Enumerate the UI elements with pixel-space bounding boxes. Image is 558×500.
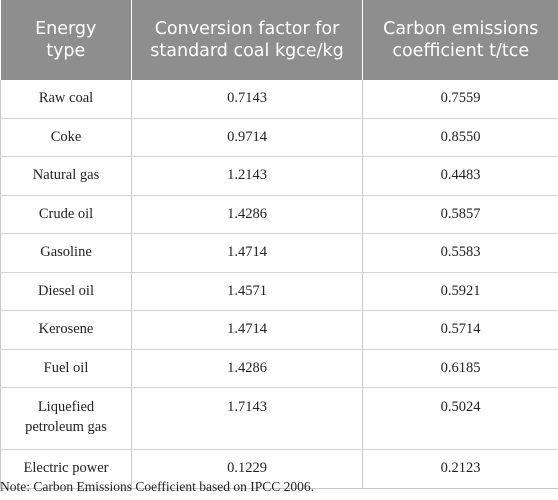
cell-emission-coefficient: 0.5583 (362, 233, 558, 273)
cell-conversion-factor: 1.4714 (131, 310, 363, 350)
cell-energy-type: Electric power (0, 449, 132, 489)
header-line: Conversion factor for (154, 19, 340, 39)
table-row: Kerosene 1.4714 0.5714 (0, 310, 558, 350)
cell-energy-type: Raw coal (0, 80, 132, 119)
cell-energy-type: Natural gas (0, 156, 132, 196)
table-body: Raw coal 0.7143 0.7559 Coke 0.9714 0.855… (0, 80, 558, 489)
cell-emission-coefficient: 0.7559 (362, 80, 558, 119)
table-row: Raw coal 0.7143 0.7559 (0, 80, 558, 119)
table-row: Gasoline 1.4714 0.5583 (0, 233, 558, 273)
table-row: Diesel oil 1.4571 0.5921 (0, 272, 558, 311)
cell-emission-coefficient: 0.5857 (362, 195, 558, 234)
cell-conversion-factor: 1.4286 (131, 195, 363, 234)
cell-emission-coefficient: 0.5714 (362, 310, 558, 350)
energy-conversion-table: Energy type Conversion factor for standa… (0, 0, 558, 489)
header-line: Energy (35, 19, 97, 39)
cell-emission-coefficient: 0.2123 (362, 449, 558, 489)
header-line: type (46, 41, 86, 61)
cell-conversion-factor: 1.7143 (131, 387, 363, 450)
cell-energy-type: Gasoline (0, 233, 132, 273)
cell-conversion-factor: 0.1229 (131, 449, 363, 489)
table-row: Coke 0.9714 0.8550 (0, 118, 558, 157)
cell-energy-type: Fuel oil (0, 349, 132, 388)
table-row: Liquefied petroleum gas 1.7143 0.5024 (0, 387, 558, 450)
cell-energy-type: Coke (0, 118, 132, 157)
table-row: Electric power 0.1229 0.2123 (0, 449, 558, 489)
cell-emission-coefficient: 0.4483 (362, 156, 558, 196)
table-row: Fuel oil 1.4286 0.6185 (0, 349, 558, 388)
cell-conversion-factor: 1.2143 (131, 156, 363, 196)
header-line: coefficient t/tce (392, 41, 530, 61)
cell-line: petroleum gas (25, 419, 107, 435)
header-conversion-factor: Conversion factor for standard coal kgce… (131, 0, 363, 80)
cell-emission-coefficient: 0.5921 (362, 272, 558, 311)
table-row: Natural gas 1.2143 0.4483 (0, 156, 558, 196)
table-footnote: Note: Carbon Emissions Coefficient based… (0, 479, 314, 494)
cell-emission-coefficient: 0.5024 (362, 387, 558, 450)
header-energy-type: Energy type (0, 0, 132, 80)
cell-emission-coefficient: 0.8550 (362, 118, 558, 157)
table-header: Energy type Conversion factor for standa… (0, 0, 558, 80)
header-row: Energy type Conversion factor for standa… (0, 0, 558, 80)
cell-line: Liquefied (37, 399, 95, 415)
cell-conversion-factor: 0.7143 (131, 80, 363, 119)
table-row: Crude oil 1.4286 0.5857 (0, 195, 558, 234)
cell-energy-type: Diesel oil (0, 272, 132, 311)
cell-emission-coefficient: 0.6185 (362, 349, 558, 388)
header-emission-coefficient: Carbon emissions coefficient t/tce (362, 0, 558, 80)
header-line: standard coal kgce/kg (150, 41, 344, 61)
header-line: Carbon emissions (383, 19, 539, 39)
cell-conversion-factor: 1.4571 (131, 272, 363, 311)
cell-energy-type: Crude oil (0, 195, 132, 234)
cell-conversion-factor: 0.9714 (131, 118, 363, 157)
energy-table-container: Energy type Conversion factor for standa… (0, 0, 558, 489)
cell-conversion-factor: 1.4714 (131, 233, 363, 273)
cell-conversion-factor: 1.4286 (131, 349, 363, 388)
cell-energy-type: Kerosene (0, 310, 132, 350)
cell-energy-type: Liquefied petroleum gas (0, 387, 132, 450)
